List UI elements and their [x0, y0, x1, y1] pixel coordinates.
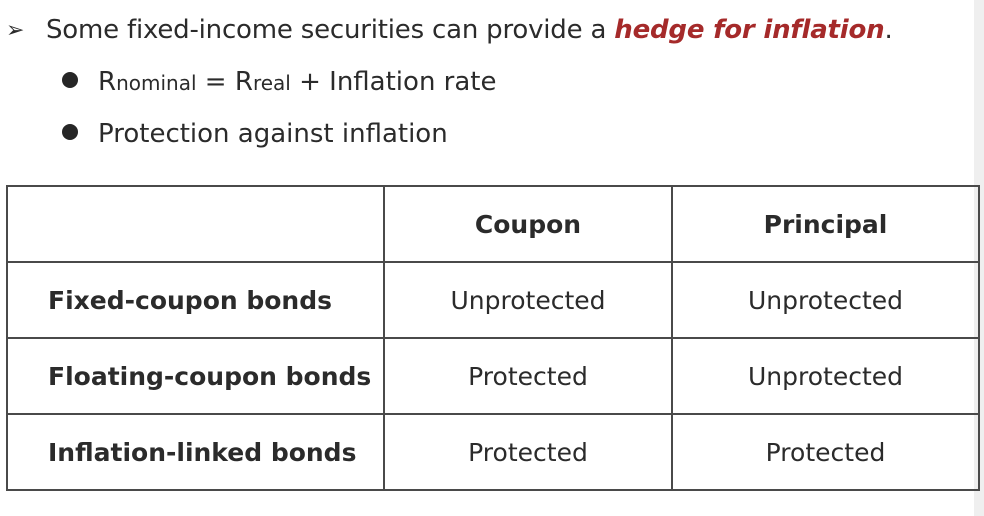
table-row: Fixed-coupon bonds Unprotected Unprotect… — [6, 261, 980, 339]
inflation-protection-table: Coupon Principal Fixed-coupon bonds Unpr… — [6, 185, 980, 491]
header-empty — [6, 185, 385, 263]
formula-rest: + Inflation rate — [290, 67, 497, 97]
formula-r1: R — [98, 67, 117, 97]
coupon-cell: Protected — [383, 413, 673, 491]
table-row: Inflation-linked bonds Protected Protect… — [6, 413, 980, 491]
bullet-protection: Protection against inflation — [62, 116, 448, 152]
bullet-dot-icon — [62, 72, 78, 88]
header-principal: Principal — [671, 185, 980, 263]
right-edge-shade — [974, 0, 984, 516]
heading-line: ➢ Some fixed-income securities can provid… — [6, 12, 893, 49]
principal-cell: Unprotected — [671, 337, 980, 415]
coupon-cell: Protected — [383, 337, 673, 415]
table-header-row: Coupon Principal — [6, 185, 980, 263]
bullet-dot-icon — [62, 124, 78, 140]
protection-text: Protection against inflation — [98, 119, 448, 149]
arrow-bullet-icon: ➢ — [6, 18, 25, 43]
row-label: Inflation-linked bonds — [6, 413, 385, 491]
formula-r2: R — [234, 67, 253, 97]
header-coupon: Coupon — [383, 185, 673, 263]
principal-cell: Unprotected — [671, 261, 980, 339]
table-row: Floating-coupon bonds Protected Unprotec… — [6, 337, 980, 415]
principal-cell: Protected — [671, 413, 980, 491]
heading-period: . — [884, 15, 893, 45]
heading-emphasis: hedge for inflation — [614, 15, 885, 45]
coupon-cell: Unprotected — [383, 261, 673, 339]
formula-sub-nominal: nominal — [116, 71, 197, 95]
row-label: Fixed-coupon bonds — [6, 261, 385, 339]
bullet-formula: Rnominal = Rreal + Inflation rate — [62, 64, 497, 101]
formula-sub-real: real — [252, 71, 291, 95]
row-label: Floating-coupon bonds — [6, 337, 385, 415]
heading-text: Some fixed-income securities can provide… — [46, 15, 615, 45]
formula-equals: = — [196, 67, 235, 97]
